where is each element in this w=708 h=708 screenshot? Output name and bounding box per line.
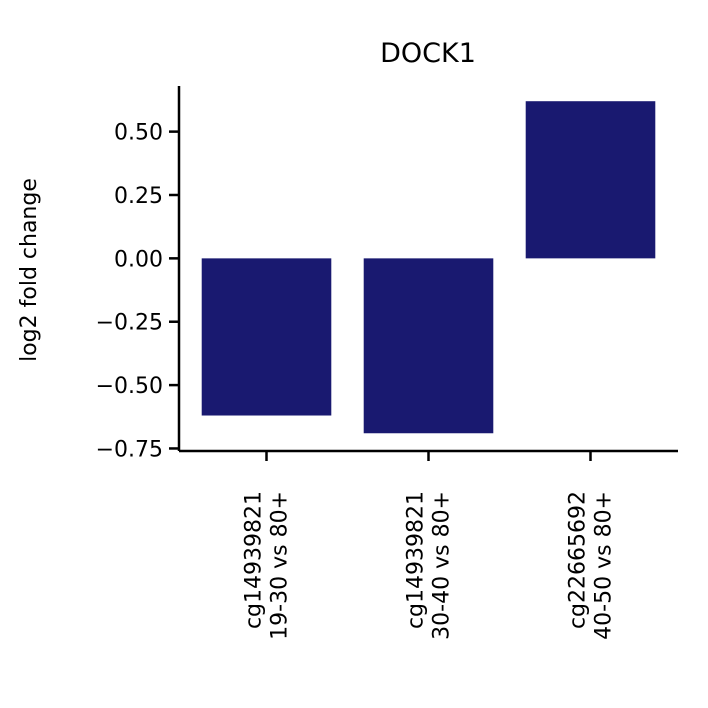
bar-1	[201, 258, 332, 416]
x-tick-label-line: 19-30 vs 80+	[268, 491, 293, 640]
x-tick-label-line: cg22665692	[566, 491, 591, 629]
bar-2	[363, 258, 494, 434]
y-tick-label-6: −0.75	[96, 437, 163, 462]
x-tick-label-line: 40-50 vs 80+	[592, 491, 617, 640]
y-axis-ticks: 0.50 0.25 0.00 −0.25 −0.50 −0.75	[96, 121, 179, 462]
x-tick-label-1: cg1493982119-30 vs 80+	[242, 491, 293, 640]
x-axis-ticks: cg1493982119-30 vs 80+ cg1493982130-40 vs…	[242, 451, 617, 640]
x-tick-label-2: cg1493982130-40 vs 80+	[404, 491, 455, 640]
y-tick-label-4: −0.25	[96, 311, 163, 336]
y-tick-label-5: −0.50	[96, 374, 163, 399]
chart-title: DOCK1	[380, 38, 476, 69]
y-tick-label-2: 0.25	[114, 184, 163, 209]
x-tick-label-line: cg14939821	[404, 491, 429, 629]
x-tick-label-line: cg14939821	[242, 491, 267, 629]
bars-layer	[201, 101, 656, 434]
y-tick-label-1: 0.50	[114, 121, 163, 146]
bar-3	[525, 101, 656, 259]
x-tick-label-line: 30-40 vs 80+	[430, 491, 455, 640]
y-axis-title: log2 fold change	[17, 178, 42, 362]
y-tick-label-3: 0.00	[114, 247, 163, 272]
x-tick-label-3: cg2266569240-50 vs 80+	[566, 491, 617, 640]
